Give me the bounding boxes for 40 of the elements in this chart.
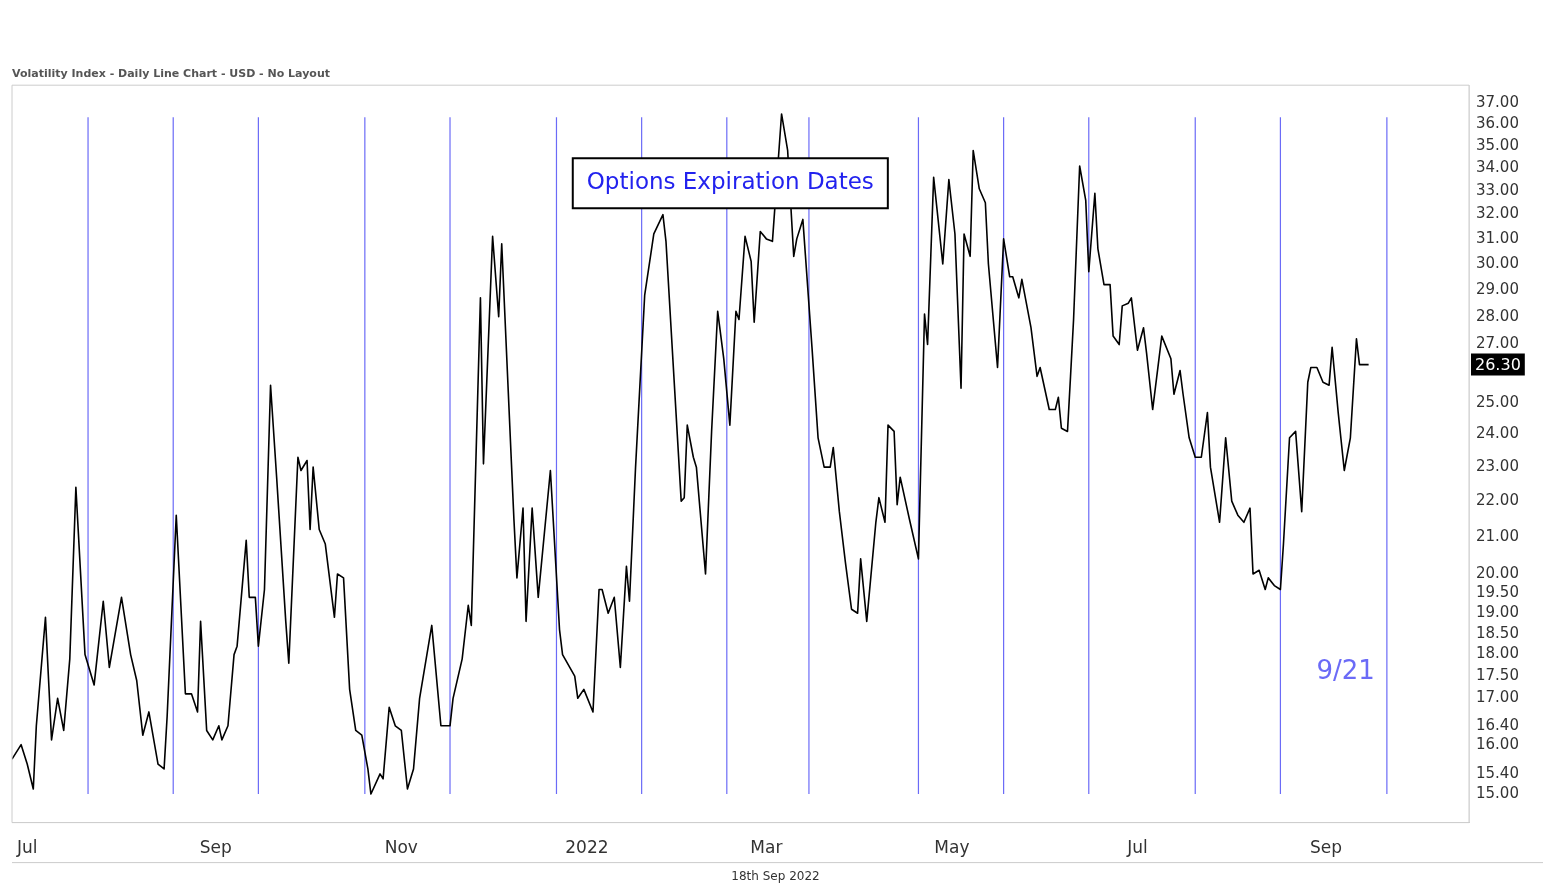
y-tick-label: 27.00 xyxy=(1476,334,1519,353)
y-tick-label: 31.00 xyxy=(1476,228,1519,247)
y-tick-label: 37.00 xyxy=(1476,93,1519,112)
y-tick-label: 25.00 xyxy=(1476,393,1519,412)
y-tick-label: 23.00 xyxy=(1476,457,1519,476)
y-tick-label: 19.00 xyxy=(1476,603,1519,622)
y-tick-label: 18.50 xyxy=(1476,623,1519,642)
y-tick-label: 30.00 xyxy=(1476,253,1519,272)
y-tick-label: 21.00 xyxy=(1476,526,1519,545)
x-tick-label: Sep xyxy=(1310,837,1343,858)
text: 26.30 xyxy=(1475,354,1521,374)
y-tick-label: 15.00 xyxy=(1476,783,1519,802)
y-tick-label: 36.00 xyxy=(1476,114,1519,133)
x-tick-label: May xyxy=(934,837,970,858)
x-tick-label: Mar xyxy=(750,837,783,858)
x-tick-label: 2022 xyxy=(565,837,609,858)
y-tick-label: 34.00 xyxy=(1476,158,1519,177)
y-tick-label: 17.00 xyxy=(1476,688,1519,707)
y-tick-label: 24.00 xyxy=(1476,424,1519,443)
chart-title: Volatility Index - Daily Line Chart - USD - No Layout xyxy=(12,67,331,81)
y-tick-label: 33.00 xyxy=(1476,180,1519,199)
x-tick-label: Sep xyxy=(199,837,232,858)
y-tick-label: 18.00 xyxy=(1476,644,1519,663)
y-tick-label: 16.00 xyxy=(1476,734,1519,753)
x-tick-label: Jul xyxy=(15,837,38,858)
y-tick-label: 32.00 xyxy=(1476,204,1519,223)
y-tick-label: 17.50 xyxy=(1476,666,1519,685)
y-tick-label: 19.50 xyxy=(1476,583,1519,602)
y-tick-label: 28.00 xyxy=(1476,306,1519,325)
x-tick-label: Nov xyxy=(384,837,418,858)
y-tick-label: 20.00 xyxy=(1476,563,1519,582)
y-tick-label: 22.00 xyxy=(1476,491,1519,510)
ref-line-label: 9/21 xyxy=(1316,654,1375,685)
y-tick-label: 15.40 xyxy=(1476,763,1519,782)
y-tick-label: 16.40 xyxy=(1476,715,1519,734)
annotation: Options Expiration Dates xyxy=(586,168,874,195)
x-tick-label: Jul xyxy=(1126,837,1148,858)
y-tick-label: 35.00 xyxy=(1476,135,1519,154)
y-tick-label: 29.00 xyxy=(1476,279,1519,298)
text: 18th Sep 2022 xyxy=(731,869,820,884)
